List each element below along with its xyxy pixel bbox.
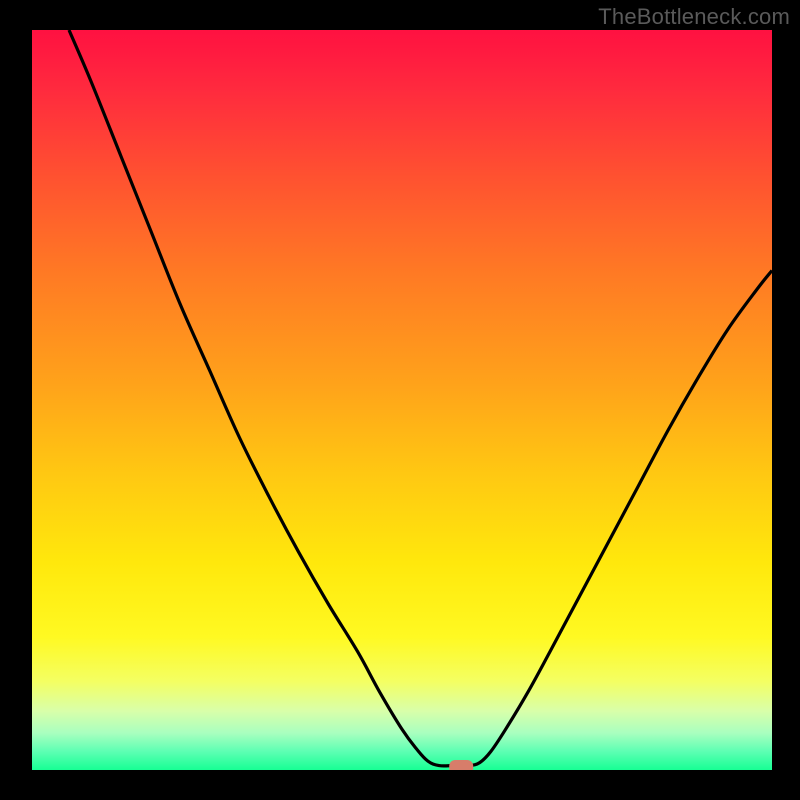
bottleneck-chart <box>0 0 800 800</box>
watermark-text: TheBottleneck.com <box>598 4 790 30</box>
optimum-marker <box>449 760 473 774</box>
plot-background <box>32 30 772 770</box>
chart-container: TheBottleneck.com <box>0 0 800 800</box>
